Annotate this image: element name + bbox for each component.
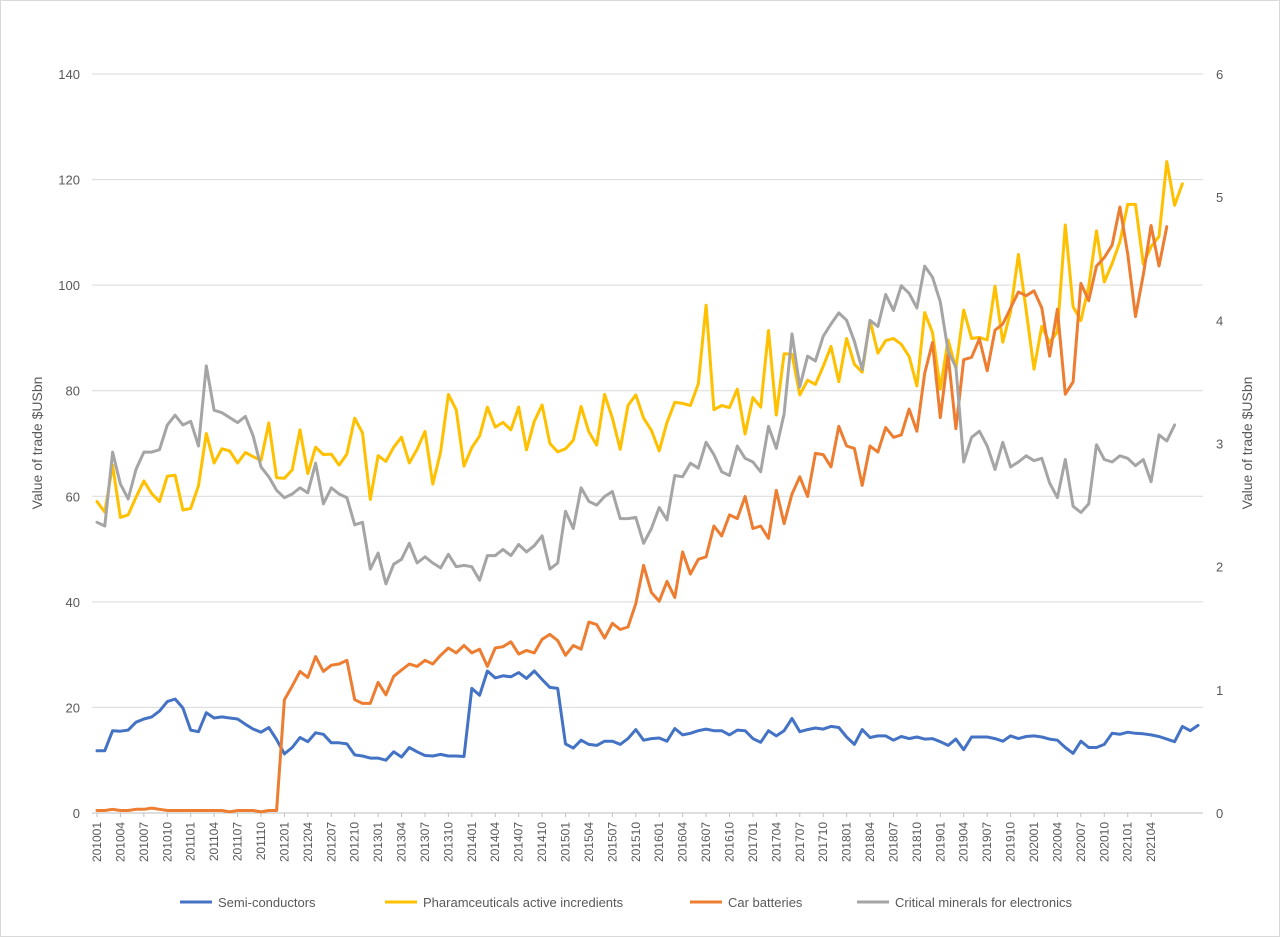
legend-label: Car batteries <box>728 895 803 910</box>
x-tick-label: 201107 <box>231 822 245 861</box>
series-line-car-batteries <box>95 205 1169 814</box>
x-tick-label: 201301 <box>371 822 385 862</box>
right-tick-label: 3 <box>1216 437 1223 452</box>
legend: Semi-conductors Pharamceuticals active in… <box>180 895 1072 910</box>
x-tick-label: 201907 <box>980 822 994 862</box>
right-axis-title: Value of trade $USbn <box>1239 377 1255 510</box>
x-tick-label: 201801 <box>840 822 854 862</box>
x-tick-label: 201604 <box>676 822 690 862</box>
x-tick-label: 201010 <box>160 822 174 862</box>
x-tick-label: 201610 <box>722 822 736 862</box>
right-tick-label: 2 <box>1216 560 1223 575</box>
left-tick-label: 0 <box>73 806 80 821</box>
left-tick-label: 100 <box>58 278 80 293</box>
x-tick-label: 201501 <box>559 822 573 862</box>
x-tick-label: 201207 <box>324 822 338 862</box>
series-line-critical-minerals-for-electronics <box>95 264 1177 586</box>
x-tick-label: 201204 <box>301 822 315 862</box>
x-tick-label: 201601 <box>652 822 666 862</box>
left-axis-title: Value of trade $USbn <box>29 377 45 510</box>
x-tick-label: 201310 <box>441 822 455 862</box>
left-tick-label: 40 <box>66 595 80 610</box>
x-tick-label: 201707 <box>793 822 807 862</box>
x-tick-label: 201810 <box>910 822 924 862</box>
x-tick-label: 201910 <box>1004 822 1018 862</box>
x-tick-label: 201710 <box>816 822 830 862</box>
right-tick-label: 5 <box>1216 190 1223 205</box>
x-tick-label: 201101 <box>184 822 198 861</box>
x-tick-label: 201201 <box>277 822 291 862</box>
legend-label: Semi-conductors <box>218 895 316 910</box>
x-tick-label: 201410 <box>535 822 549 862</box>
right-axis-ticks: 0 1 2 3 4 5 6 <box>1216 67 1223 821</box>
x-tick-label: 201407 <box>512 822 526 862</box>
x-tick-label: 202010 <box>1097 822 1111 862</box>
left-tick-label: 120 <box>58 173 80 188</box>
x-tick-label: 201901 <box>933 822 947 862</box>
left-axis-ticks: 0 20 40 60 80 100 120 140 <box>58 67 80 821</box>
left-tick-label: 80 <box>66 384 80 399</box>
left-tick-label: 60 <box>66 489 80 504</box>
right-tick-label: 4 <box>1216 313 1223 328</box>
x-tick-label: 201110 <box>254 822 268 861</box>
right-tick-label: 6 <box>1216 67 1223 82</box>
x-tick-label: 201404 <box>488 822 502 862</box>
x-tick-label: 201704 <box>769 822 783 862</box>
x-tick-label: 202001 <box>1027 822 1041 862</box>
x-tick-label: 201307 <box>418 822 432 862</box>
x-axis-ticks: 201001 201004 201007 201010 201101 201104 2011… <box>90 813 1158 862</box>
x-tick-label: 201004 <box>113 822 127 862</box>
series-lines <box>95 160 1200 814</box>
x-tick-label: 201007 <box>137 822 151 862</box>
x-tick-label: 201401 <box>465 822 479 862</box>
series-line-pharamceuticals-active-incredients <box>95 160 1184 519</box>
x-tick-label: 201904 <box>957 822 971 862</box>
x-tick-label: 201510 <box>629 822 643 862</box>
x-tick-label: 201210 <box>348 822 362 862</box>
x-tick-label: 201001 <box>90 822 104 862</box>
left-tick-label: 140 <box>58 67 80 82</box>
legend-label: Critical minerals for electronics <box>895 895 1072 910</box>
x-tick-label: 201607 <box>699 822 713 862</box>
x-tick-label: 201804 <box>863 822 877 862</box>
series-line-semi-conductors <box>95 669 1200 762</box>
right-tick-label: 1 <box>1216 683 1223 698</box>
x-tick-label: 201504 <box>582 822 596 862</box>
x-tick-label: 201507 <box>605 822 619 862</box>
x-tick-label: 202004 <box>1050 822 1064 862</box>
gridlines <box>92 73 1203 814</box>
x-tick-label: 202007 <box>1074 822 1088 862</box>
x-tick-label: 201304 <box>395 822 409 862</box>
x-tick-label: 202104 <box>1144 822 1158 862</box>
left-tick-label: 20 <box>66 700 80 715</box>
x-tick-label: 201701 <box>746 822 760 862</box>
x-tick-label: 201807 <box>886 822 900 862</box>
x-tick-label: 202101 <box>1121 822 1135 862</box>
right-tick-label: 0 <box>1216 806 1223 821</box>
legend-label: Pharamceuticals active incredients <box>423 895 624 910</box>
x-tick-label: 201104 <box>207 822 221 861</box>
